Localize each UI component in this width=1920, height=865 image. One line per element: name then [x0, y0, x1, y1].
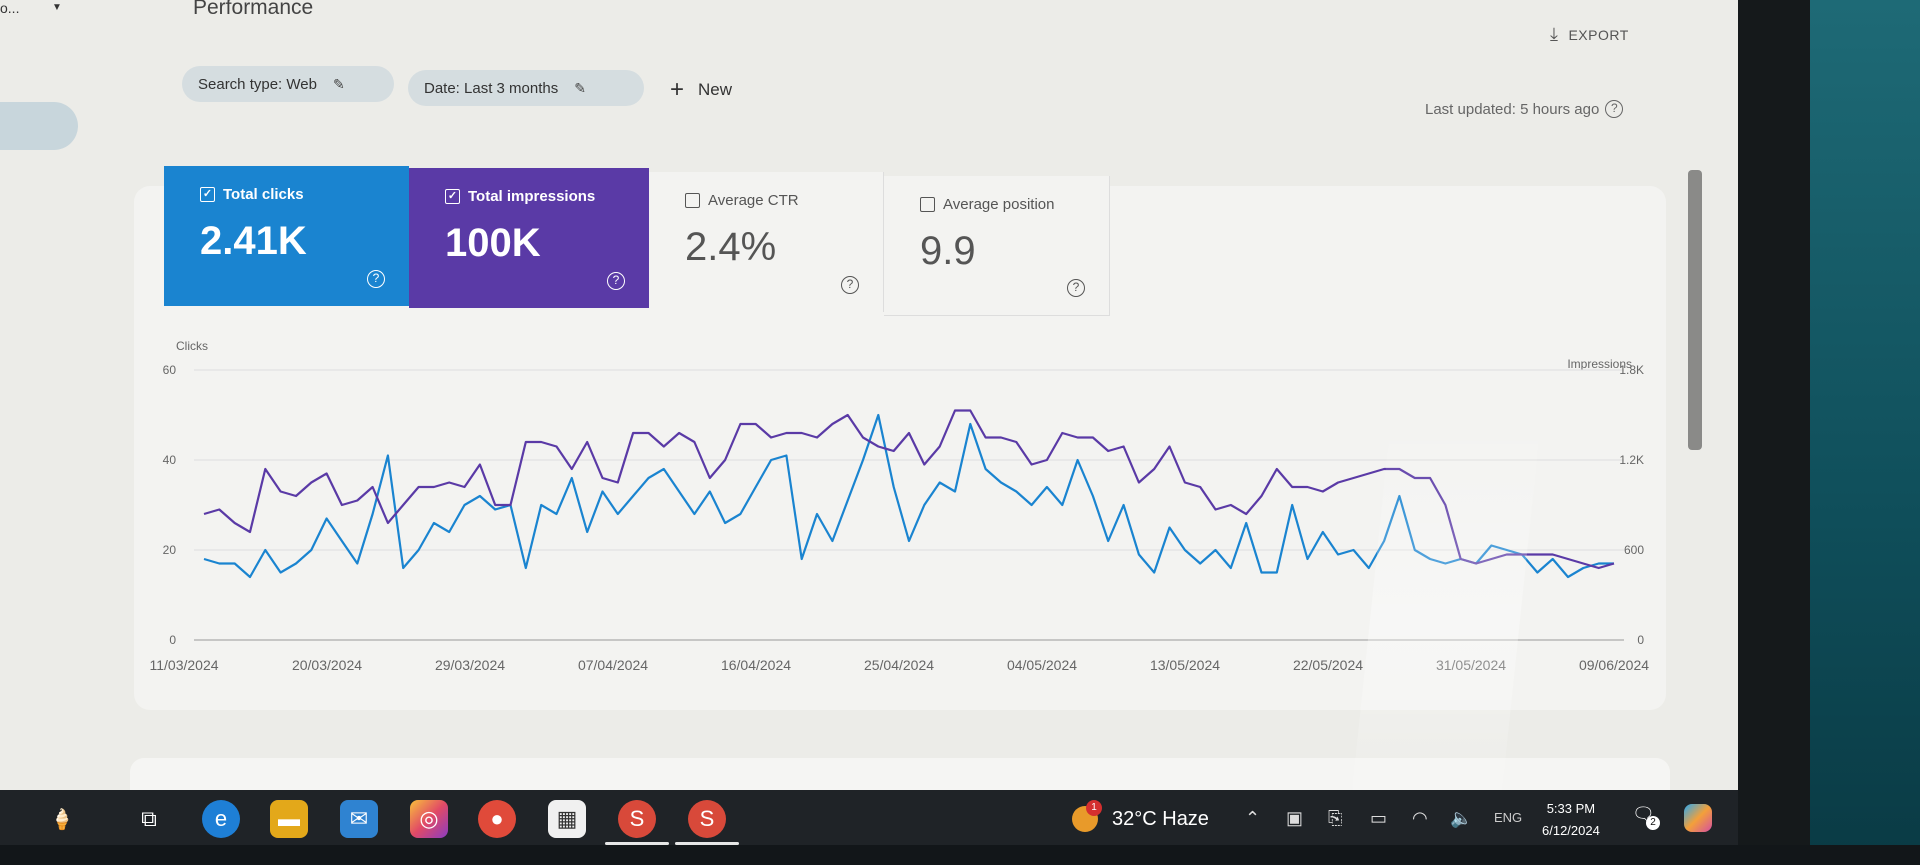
property-selector[interactable]: o... ▼ [0, 0, 62, 24]
help-icon[interactable]: ? [1067, 279, 1085, 297]
active-app-indicator [675, 842, 739, 845]
x-tick-label: 20/03/2024 [292, 657, 362, 673]
help-icon[interactable]: ? [1605, 100, 1624, 118]
new-label: New [698, 80, 733, 99]
download-icon: ⤓ [1550, 24, 1559, 44]
language-indicator[interactable]: ENG [1494, 810, 1523, 825]
snipping-tool-icon[interactable]: ⎘ [1328, 808, 1343, 828]
x-tick-label: 04/05/2024 [1007, 657, 1077, 673]
x-tick-label: 11/03/2024 [149, 657, 218, 673]
x-tick-label: 29/03/2024 [435, 657, 505, 673]
performance-chart[interactable]: Clicks Impressions 60 1.8K 40 1.2K 20 600 0 0 11/0… [134, 330, 1654, 690]
last-updated-text: Last updated: 5 hours ago [1425, 100, 1600, 118]
export-button[interactable]: ⤓ EXPORT [1550, 24, 1629, 45]
metric-value: 2.4% [685, 225, 777, 269]
instagram-icon[interactable]: ◎ [410, 800, 448, 838]
notification-count: 2 [1646, 816, 1660, 830]
chrome-profile-1-icon[interactable]: S [618, 800, 656, 838]
x-tick-label: 07/04/2024 [578, 657, 648, 673]
edit-icon: ✎ [574, 79, 586, 96]
x-tick-label: 22/05/2024 [1293, 657, 1363, 673]
mail-icon[interactable]: ✉ [340, 800, 378, 838]
plus-icon: + [670, 76, 685, 103]
checkbox-checked-icon[interactable]: ✓ [200, 187, 215, 202]
metric-average-position[interactable]: Average position 9.9 ? [884, 176, 1110, 316]
browser-screen: o... ▼ Performance ⤓ EXPORT Search type:… [0, 0, 1738, 790]
metric-value: 2.41K [200, 219, 307, 263]
y-tick-right: 1.8K [1619, 363, 1644, 377]
date-label: Date: Last 3 months [424, 79, 559, 97]
date-filter-chip[interactable]: Date: Last 3 months ✎ [408, 70, 644, 106]
metric-label: Total impressions [468, 188, 596, 205]
metric-average-ctr[interactable]: Average CTR 2.4% ? [649, 172, 884, 312]
y-tick-right: 1.2K [1619, 453, 1644, 467]
impressions-series-line [203, 409, 1615, 570]
weather-text: 32°C Haze [1112, 807, 1209, 830]
y-axis-right-title: Impressions [1567, 357, 1632, 371]
export-label: EXPORT [1568, 26, 1629, 43]
metric-total-clicks[interactable]: ✓ Total clicks 2.41K ? [164, 166, 409, 306]
sidebar-active-item[interactable] [0, 102, 78, 150]
queries-card [130, 758, 1670, 790]
metric-value: 100K [445, 221, 541, 265]
search-type-filter-chip[interactable]: Search type: Web ✎ [182, 66, 394, 102]
chevron-up-icon[interactable]: ⌃ [1245, 808, 1261, 828]
store-icon[interactable]: ▦ [548, 800, 586, 838]
chrome-icon[interactable]: ● [478, 800, 516, 838]
volume-icon[interactable]: 🔈 [1450, 808, 1473, 828]
clock-date: 6/12/2024 [1542, 823, 1600, 838]
file-explorer-icon[interactable]: ▬ [270, 800, 308, 838]
help-icon[interactable]: ? [607, 272, 625, 290]
y-tick-right: 600 [1624, 543, 1644, 557]
chrome-profile-2-icon[interactable]: S [688, 800, 726, 838]
metric-label: Total clicks [223, 186, 304, 203]
metric-label: Average position [943, 196, 1055, 213]
x-tick-label: 09/06/2024 [1579, 657, 1649, 673]
help-icon[interactable]: ? [367, 270, 385, 288]
metric-label: Average CTR [708, 192, 799, 209]
property-label: o... [0, 0, 20, 16]
y-tick-left: 40 [163, 453, 177, 467]
weather-widget[interactable]: 1 32°C Haze [1072, 800, 1209, 832]
checkbox-checked-icon[interactable]: ✓ [445, 189, 460, 204]
active-app-indicator [605, 842, 669, 845]
battery-icon[interactable]: ▭ [1370, 808, 1388, 828]
help-icon[interactable]: ? [841, 276, 859, 294]
edge-browser-icon[interactable]: e [202, 800, 240, 838]
performance-card: ✓ Total clicks 2.41K ? ✓ Total impressio… [134, 166, 1666, 710]
y-tick-left: 0 [169, 633, 176, 647]
metric-value: 9.9 [920, 229, 976, 273]
clock-time: 5:33 PM [1546, 801, 1596, 816]
clicks-series-line [203, 413, 1614, 579]
x-tick-label: 13/05/2024 [1150, 657, 1220, 673]
search-type-label: Search type: Web [198, 75, 317, 93]
page-title: Performance [193, 0, 314, 19]
task-view-icon[interactable]: ⧉ [141, 806, 157, 831]
new-filter-button[interactable]: + New [670, 76, 733, 103]
weather-alert-badge: 1 [1086, 800, 1102, 816]
metric-total-impressions[interactable]: ✓ Total impressions 100K ? [409, 168, 649, 308]
system-clock[interactable]: 5:33 PM 6/12/2024 [1542, 798, 1600, 842]
last-updated-status: Last updated: 5 hours ago ? [1425, 100, 1624, 118]
dropdown-arrow-icon: ▼ [52, 2, 62, 13]
meet-now-icon[interactable]: ▣ [1286, 808, 1304, 828]
copilot-icon[interactable] [1684, 804, 1712, 832]
widget-stickers-icon[interactable]: 🍦 [49, 808, 75, 831]
weather-icon: 1 [1072, 800, 1102, 832]
checkbox-unchecked-icon[interactable] [920, 197, 935, 212]
x-tick-label: 31/05/2024 [1436, 657, 1506, 673]
y-tick-left: 60 [163, 363, 177, 377]
x-tick-label: 25/04/2024 [864, 657, 934, 673]
y-tick-left: 20 [163, 543, 177, 557]
windows-taskbar: 🍦 ⧉ e ▬ ✉ ◎ ● ▦ S S 1 32°C Haze ⌃ ▣ ⎘ ▭ … [0, 790, 1738, 846]
edit-icon: ✎ [332, 75, 345, 92]
x-tick-label: 16/04/2024 [721, 657, 791, 673]
page-scrollbar[interactable] [1688, 170, 1702, 450]
checkbox-unchecked-icon[interactable] [685, 193, 700, 208]
y-axis-left-title: Clicks [176, 339, 208, 353]
monitor-bottom-bezel [0, 845, 1920, 865]
y-tick-right: 0 [1637, 633, 1644, 647]
wifi-icon[interactable]: ◠ [1412, 808, 1428, 828]
notification-icon[interactable]: 🗨 2 [1632, 804, 1660, 830]
